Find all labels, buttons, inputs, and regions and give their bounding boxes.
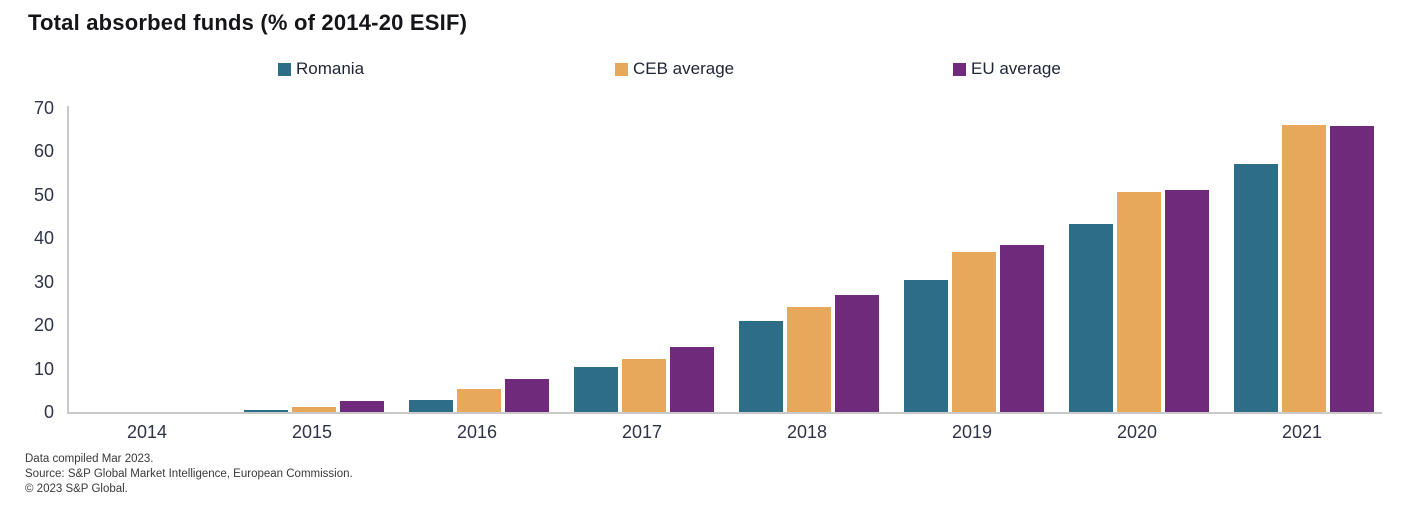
bar-ceb-average-2017 [622,359,666,412]
legend-swatch-icon [953,62,966,76]
x-tick-label-2014: 2014 [126,422,168,442]
chart-footer: Data compiled Mar 2023. Source: S&P Glob… [25,452,353,497]
legend-item-romania: Romania [278,58,364,80]
bar-romania-2015 [244,410,288,412]
legend-item-eu-average: EU average [953,58,1061,80]
footer-source: Source: S&P Global Market Intelligence, … [25,468,353,480]
bar-romania-2021 [1234,164,1278,412]
legend-label: Romania [296,59,365,78]
legend-label: CEB average [633,59,735,78]
legend-item-ceb-average: CEB average [615,58,734,80]
y-tick-label: 10 [33,358,54,379]
bar-ceb-average-2021 [1282,125,1326,412]
bar-romania-2018 [739,321,783,412]
bar-romania-2020 [1069,224,1113,412]
x-tick-label-2018: 2018 [786,422,828,442]
bar-eu-average-2018 [835,295,879,412]
bar-eu-average-2017 [670,347,714,412]
y-tick-label: 40 [33,228,54,249]
bar-romania-2017 [574,367,618,412]
bar-romania-2019 [904,280,948,412]
bar-ceb-average-2020 [1117,192,1161,412]
bar-eu-average-2016 [505,379,549,412]
bar-eu-average-2019 [1000,245,1044,412]
bar-ceb-average-2016 [457,389,501,412]
footer-copyright: © 2023 S&P Global. [25,483,128,495]
legend-label: EU average [971,59,1061,78]
legend-swatch-icon [615,62,628,76]
bar-eu-average-2020 [1165,190,1209,412]
x-tick-label-2015: 2015 [291,422,333,442]
y-tick-label: 0 [43,402,54,422]
bar-eu-average-2021 [1330,126,1374,412]
x-tick-label-2019: 2019 [951,422,993,442]
y-tick-label: 30 [33,271,54,292]
plot-area [67,106,1382,414]
y-tick-label: 70 [33,98,54,118]
y-tick-label: 60 [33,141,54,162]
x-tick-label-2016: 2016 [456,422,498,442]
bar-ceb-average-2019 [952,252,996,412]
bar-eu-average-2015 [340,401,384,412]
y-tick-label: 20 [33,315,54,336]
legend-swatch-icon [278,62,291,76]
bar-ceb-average-2015 [292,407,336,412]
x-tick-label-2020: 2020 [1116,422,1158,442]
x-tick-label-2017: 2017 [621,422,663,442]
y-tick-label: 50 [33,184,54,205]
chart-title: Total absorbed funds (% of 2014-20 ESIF) [28,10,468,35]
x-tick-label-2021: 2021 [1281,422,1323,442]
footer-data-compiled: Data compiled Mar 2023. [25,453,154,465]
bar-ceb-average-2018 [787,307,831,412]
bar-romania-2016 [409,400,453,412]
